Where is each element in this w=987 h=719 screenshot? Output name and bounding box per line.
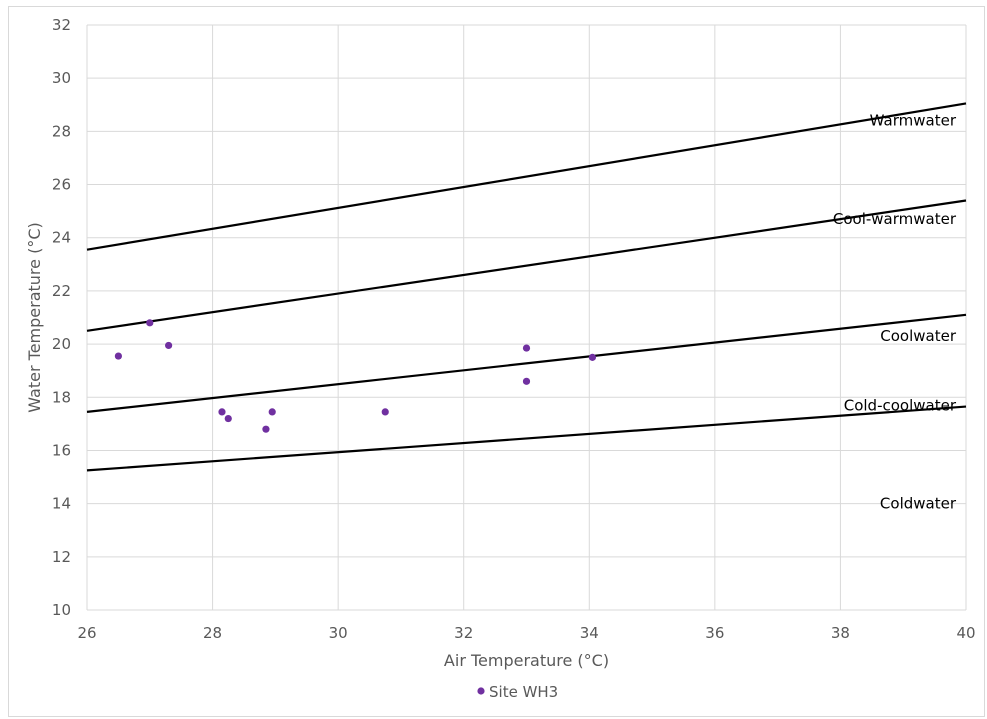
y-tick-label: 26 [52, 176, 71, 194]
x-axis-title: Air Temperature (°C) [444, 651, 609, 670]
data-point [262, 425, 270, 433]
x-tick-label: 34 [580, 624, 599, 642]
y-axis-title: Water Temperature (°C) [25, 222, 44, 412]
data-point [165, 341, 173, 350]
band-label: Coolwater [880, 327, 957, 345]
y-tick-label: 20 [52, 335, 71, 353]
threshold-line [86, 199, 967, 332]
data-point [268, 408, 276, 416]
y-tick-label: 12 [52, 548, 71, 566]
band-label: Coldwater [880, 495, 957, 513]
y-tick-label: 32 [52, 16, 71, 34]
x-tick-label: 40 [956, 624, 975, 642]
data-point [224, 414, 232, 423]
data-point [114, 352, 122, 360]
threshold-line [86, 102, 967, 251]
data-point [218, 408, 226, 416]
y-tick-label: 16 [52, 441, 71, 459]
data-point [588, 353, 597, 361]
legend-marker [477, 687, 485, 695]
y-tick-label: 28 [52, 122, 71, 140]
y-tick-label: 14 [52, 495, 71, 513]
y-tick-label: 30 [52, 69, 71, 87]
data-point [522, 344, 531, 352]
threshold-line [86, 313, 967, 413]
threshold-line [86, 405, 967, 472]
chart-area [8, 6, 985, 717]
band-label: Warmwater [870, 112, 957, 130]
band-label: Cold-coolwater [844, 396, 957, 414]
y-tick-label: 22 [52, 282, 71, 300]
y-tick-label: 18 [52, 388, 71, 406]
y-tick-label: 10 [52, 601, 71, 619]
band-label: Cool-warmwater [833, 210, 957, 228]
x-tick-label: 32 [454, 624, 473, 642]
y-tick-label: 24 [52, 229, 71, 247]
x-tick-label: 38 [831, 624, 850, 642]
x-tick-label: 26 [77, 624, 96, 642]
data-point [146, 319, 154, 327]
x-tick-label: 28 [203, 624, 222, 642]
x-tick-label: 36 [705, 624, 724, 642]
data-point [522, 377, 531, 385]
legend-label: Site WH3 [489, 683, 558, 701]
data-point [381, 408, 389, 416]
x-tick-label: 30 [329, 624, 348, 642]
